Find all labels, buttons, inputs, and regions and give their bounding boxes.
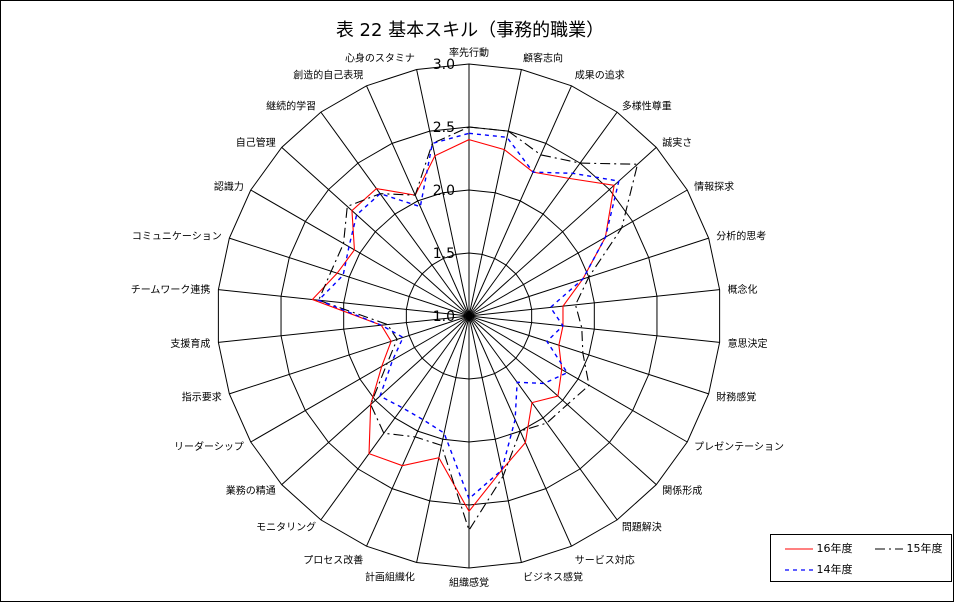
spoke-11 — [468, 315, 657, 485]
spoke-22 — [218, 315, 470, 343]
category-label-10: プレゼンテーション — [694, 441, 784, 453]
tick-label-2: 2.0 — [433, 183, 455, 199]
legend-label-14: 14年度 — [816, 563, 853, 576]
category-label-0: 率先行動 — [449, 46, 489, 59]
spoke-4 — [468, 147, 657, 317]
tick-label-1: 1.5 — [433, 246, 455, 262]
tick-label-4: 3.0 — [433, 57, 455, 73]
category-label-7: 概念化 — [728, 283, 758, 296]
category-label-21: 指示要求 — [182, 390, 222, 403]
legend-swatch-15 — [875, 548, 903, 550]
spoke-9 — [468, 315, 709, 395]
category-label-3: 多様性尊重 — [622, 100, 672, 113]
tick-label-3: 2.5 — [433, 120, 455, 136]
spoke-2 — [468, 85, 572, 317]
category-label-1: 顧客志向 — [523, 52, 563, 65]
category-label-5: 情報探求 — [694, 180, 734, 193]
spoke-28 — [366, 85, 470, 317]
spoke-10 — [468, 315, 688, 443]
spoke-18 — [320, 315, 470, 521]
spoke-14 — [468, 315, 522, 563]
category-label-8: 意思決定 — [728, 337, 768, 350]
category-label-12: 問題解決 — [622, 520, 662, 533]
category-label-22: 支援育成 — [170, 337, 210, 350]
category-label-20: リーダーシップ — [174, 440, 244, 453]
spoke-19 — [281, 315, 470, 485]
spoke-1 — [468, 69, 522, 317]
spoke-29 — [416, 69, 470, 317]
spoke-7 — [468, 289, 720, 317]
series-line-1 — [317, 126, 639, 532]
category-label-11: 関係形成 — [662, 485, 702, 497]
category-label-28: 創造的自己表現 — [293, 68, 363, 81]
legend-item-15: 15年度 — [875, 540, 943, 556]
category-label-6: 分析的思考 — [716, 230, 766, 243]
spoke-13 — [468, 315, 572, 547]
chart-title: 表 22 基本スキル（事務的職業） — [335, 20, 605, 41]
category-label-2: 成果の追求 — [575, 68, 625, 81]
category-label-23: チームワーク連携 — [131, 283, 211, 296]
spoke-8 — [468, 315, 720, 343]
legend-item-14: 14年度 — [785, 561, 853, 577]
spoke-16 — [416, 315, 470, 563]
category-label-15: 組織感覚 — [449, 576, 489, 589]
category-label-26: 自己管理 — [236, 136, 276, 149]
spoke-27 — [320, 111, 470, 317]
series-line-2 — [317, 132, 620, 500]
spoke-3 — [468, 111, 618, 317]
category-label-4: 誠実さ — [662, 136, 692, 149]
spoke-17 — [366, 315, 470, 547]
legend-swatch-16 — [785, 548, 813, 550]
spoke-20 — [250, 315, 470, 443]
category-label-25: 認識力 — [214, 180, 244, 193]
category-label-19: 業務の精通 — [226, 484, 276, 497]
category-label-17: プロセス改善 — [303, 554, 363, 567]
category-label-27: 継続的学習 — [266, 100, 316, 113]
category-label-18: モニタリング — [256, 520, 316, 533]
category-label-9: 財務感覚 — [716, 390, 756, 403]
spoke-21 — [229, 315, 470, 395]
tick-label-0: 1.0 — [433, 309, 455, 325]
spoke-25 — [250, 189, 470, 317]
series-line-0 — [311, 139, 615, 513]
category-label-13: サービス対応 — [575, 554, 635, 567]
spoke-26 — [281, 147, 470, 317]
legend-item-16: 16年度 — [785, 540, 853, 556]
legend-swatch-14 — [785, 569, 813, 571]
legend-label-15: 15年度 — [906, 542, 943, 555]
spoke-24 — [229, 237, 470, 317]
legend-label-16: 16年度 — [816, 542, 853, 555]
category-label-29: 心身のスタミナ — [345, 52, 415, 65]
spoke-12 — [468, 315, 618, 521]
spoke-23 — [218, 289, 470, 317]
category-label-24: コミュニケーション — [132, 231, 222, 243]
spoke-5 — [468, 189, 688, 317]
category-label-14: ビジネス感覚 — [523, 570, 583, 583]
legend: 16年度 15年度 14年度 — [770, 534, 952, 582]
category-label-16: 計画組織化 — [365, 570, 415, 583]
